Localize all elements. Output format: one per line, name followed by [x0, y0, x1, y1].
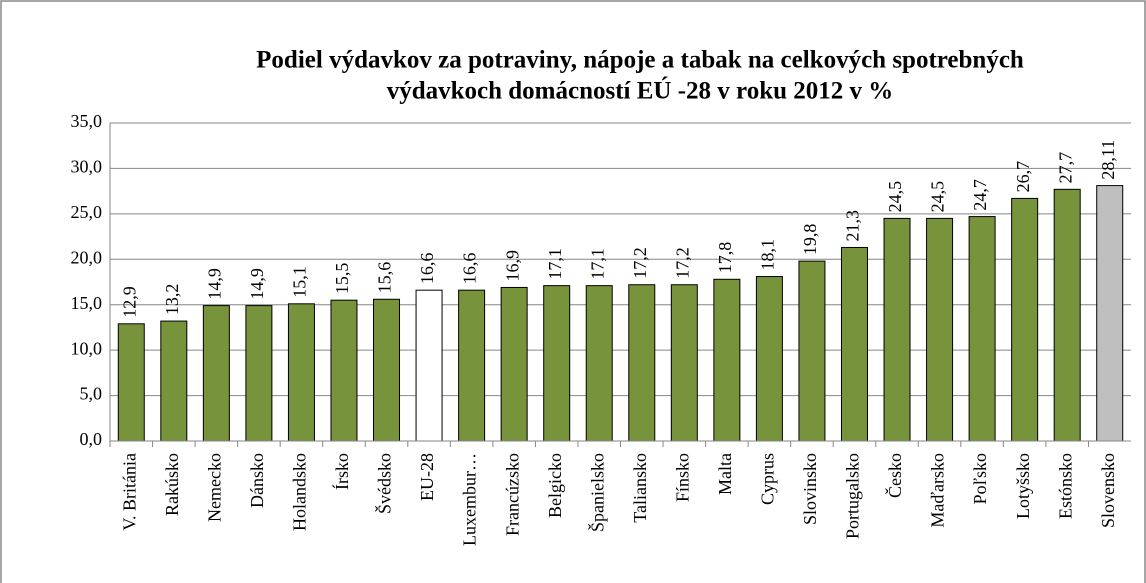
bar	[415, 289, 443, 442]
x-tick-label: Írsko	[331, 453, 352, 490]
value-label: 14,9	[247, 268, 267, 300]
y-tick-label: 10,0	[71, 338, 103, 358]
bar	[160, 320, 188, 442]
value-label: 17,2	[630, 247, 650, 279]
x-tick-label: Belgicko	[545, 453, 565, 518]
x-tick-label: Španielsko	[586, 453, 607, 532]
x-tick-label: Česko	[884, 453, 905, 498]
x-tick-label: Poľsko	[970, 453, 990, 504]
chart-title: Podiel výdavkov za potraviny, nápoje a t…	[256, 47, 1024, 74]
value-label: 17,1	[587, 248, 607, 280]
x-tick-label: Slovensko	[1098, 453, 1118, 528]
value-label: 15,1	[290, 266, 310, 298]
bar	[500, 286, 528, 442]
x-tick-label: Dánsko	[247, 453, 267, 508]
x-tick-label: Slovinsko	[800, 453, 820, 525]
value-label: 13,2	[162, 284, 182, 316]
x-tick-label: Estónsko	[1055, 453, 1075, 519]
value-label: 17,2	[672, 247, 692, 279]
bar	[755, 276, 783, 442]
x-tick-label: EU-28	[417, 453, 437, 501]
bar	[585, 285, 613, 442]
value-label: 17,1	[545, 248, 565, 280]
value-label: 19,8	[800, 224, 820, 256]
x-tick-label: V. Británia	[119, 453, 139, 531]
y-tick-label: 0,0	[80, 429, 103, 449]
bar	[245, 305, 273, 442]
bar	[1011, 197, 1039, 442]
bar	[713, 278, 741, 442]
x-tick-label: Rakúsko	[162, 453, 182, 516]
bar	[628, 284, 656, 442]
value-label: 16,9	[502, 250, 522, 282]
x-tick-label: Fínsko	[672, 453, 692, 502]
bar	[458, 289, 486, 442]
x-tick-label: Portugalsko	[843, 453, 863, 539]
value-label: 15,6	[375, 262, 395, 294]
value-label: 28,11	[1098, 140, 1118, 180]
x-tick-label: Lotyšsko	[1013, 453, 1033, 519]
bar	[202, 305, 230, 442]
bar	[543, 285, 571, 442]
x-tick-label: Maďarsko	[928, 453, 948, 528]
x-tick-label: Malta	[715, 453, 735, 495]
x-tick-label: Holandsko	[290, 453, 310, 531]
bar	[117, 323, 145, 442]
x-tick-label: Taliansko	[630, 453, 650, 523]
bar	[330, 299, 358, 442]
value-label: 24,7	[970, 179, 990, 211]
bar	[373, 298, 401, 442]
x-tick-label: Nemecko	[204, 453, 224, 522]
value-label: 14,9	[204, 268, 224, 300]
value-label: 21,3	[843, 210, 863, 242]
value-label: 27,7	[1055, 152, 1075, 184]
bar	[968, 216, 996, 442]
y-tick-label: 15,0	[71, 293, 103, 313]
y-tick-label: 30,0	[71, 157, 103, 177]
bar	[883, 217, 911, 442]
value-label: 24,5	[928, 181, 948, 213]
chart-title: výdavkoch domácností EÚ -28 v roku 2012 …	[387, 77, 894, 105]
bar	[1053, 188, 1081, 442]
bar	[926, 217, 954, 442]
value-label: 18,1	[758, 239, 778, 271]
x-tick-label: Francúzsko	[502, 453, 522, 536]
bar	[670, 284, 698, 442]
y-tick-label: 25,0	[71, 202, 103, 222]
value-label: 26,7	[1013, 161, 1033, 193]
bar	[840, 246, 868, 442]
x-tick-label: Cyprus	[758, 453, 778, 505]
y-tick-label: 20,0	[71, 247, 103, 267]
value-label: 12,9	[119, 286, 139, 318]
y-tick-label: 5,0	[80, 384, 103, 404]
bar	[798, 260, 826, 442]
x-tick-label: Luxembur…	[460, 453, 480, 546]
value-label: 15,5	[332, 263, 352, 295]
value-label: 17,8	[715, 242, 735, 274]
value-label: 24,5	[885, 181, 905, 213]
bar	[1096, 185, 1124, 442]
bar	[287, 303, 315, 442]
value-label: 16,6	[417, 253, 437, 285]
value-label: 16,6	[460, 253, 480, 285]
x-tick-label: Švédsko	[374, 453, 395, 514]
y-tick-label: 35,0	[71, 111, 103, 131]
